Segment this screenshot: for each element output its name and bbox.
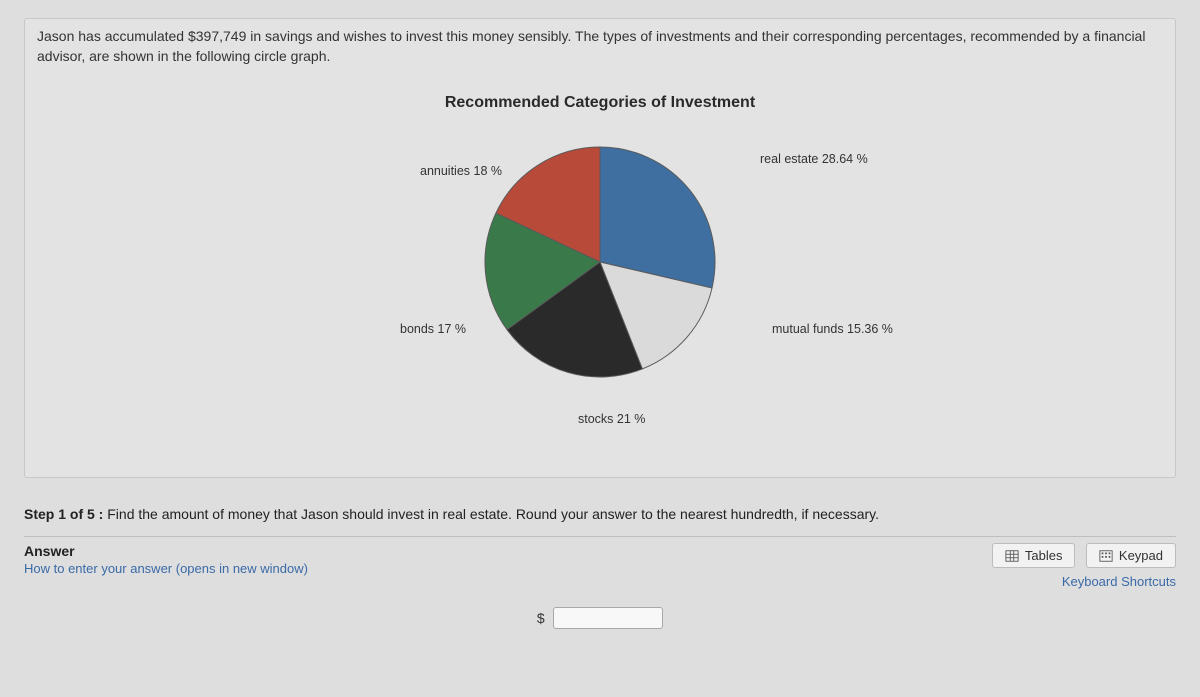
keypad-button[interactable]: Keypad [1086, 543, 1176, 568]
keypad-icon [1099, 549, 1113, 563]
slice-label-stocks: stocks 21 % [578, 412, 645, 426]
chart-title: Recommended Categories of Investment [37, 94, 1163, 112]
pie-svg [480, 142, 720, 382]
tables-label: Tables [1025, 548, 1063, 563]
answer-row: Answer How to enter your answer (opens i… [24, 543, 1176, 589]
slice-label-mutual-funds: mutual funds 15.36 % [772, 322, 893, 336]
step-text: Find the amount of money that Jason shou… [107, 506, 879, 522]
slice-label-annuities: annuities 18 % [420, 164, 502, 178]
slice-label-bonds: bonds 17 % [400, 322, 466, 336]
answer-input[interactable] [553, 607, 663, 629]
keypad-label: Keypad [1119, 548, 1163, 563]
slice-label-real-estate: real estate 28.64 % [760, 152, 868, 166]
answer-input-row: $ [24, 607, 1176, 629]
step-prefix: Step 1 of 5 : [24, 506, 103, 522]
tables-button[interactable]: Tables [992, 543, 1076, 568]
answer-title: Answer [24, 543, 308, 559]
table-icon [1005, 549, 1019, 563]
keyboard-shortcuts-link[interactable]: Keyboard Shortcuts [986, 574, 1176, 589]
step-line: Step 1 of 5 : Find the amount of money t… [24, 502, 1176, 526]
answer-left: Answer How to enter your answer (opens i… [24, 543, 308, 576]
answer-right: Tables Keypad Keyboard Shortcuts [986, 543, 1176, 589]
question-text: Jason has accumulated $397,749 in saving… [37, 27, 1163, 66]
answer-hint-link[interactable]: How to enter your answer (opens in new w… [24, 561, 308, 576]
pie-chart: real estate 28.64 % mutual funds 15.36 % s… [250, 122, 950, 442]
separator [24, 536, 1176, 537]
question-box: Jason has accumulated $397,749 in saving… [24, 18, 1176, 478]
currency-symbol: $ [537, 610, 545, 626]
